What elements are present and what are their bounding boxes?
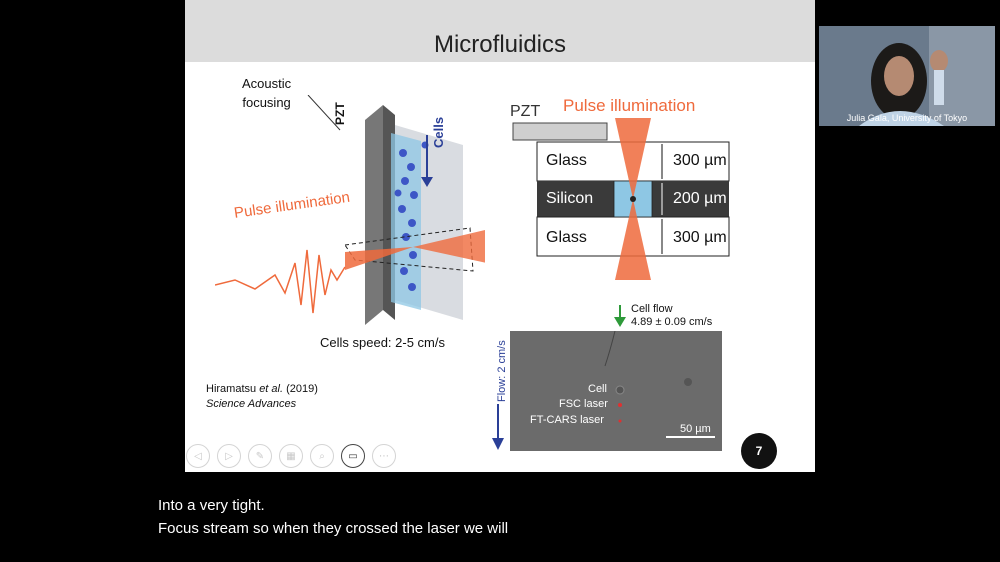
reference-authors: Hiramatsu [206, 383, 260, 395]
reference-year: (2019) [283, 383, 318, 395]
acoustic-focusing-diagram [215, 95, 485, 325]
cell-flow-label: Cell flow [631, 303, 673, 315]
chip-cross-section [512, 118, 730, 280]
speaker-name-label: Julia Gala, University of Tokyo [846, 113, 968, 123]
pen-icon[interactable]: ✎ [248, 444, 272, 468]
micrograph-image: Cell FSC laser FT-CARS laser 50 µm [510, 331, 722, 451]
previous-icon[interactable]: ◁ [186, 444, 210, 468]
presentation-slide: Microfluidics Acoustic focusing PZT Cell… [185, 0, 815, 472]
more-icon[interactable]: ⋯ [372, 444, 396, 468]
glass-layer-bottom: Glass [546, 229, 587, 246]
glass-thickness-bottom: 300 µm [673, 229, 727, 246]
slide-title-bar: Microfluidics [185, 0, 815, 62]
slide-title: Microfluidics [433, 31, 567, 58]
silicon-layer: Silicon [546, 190, 594, 207]
subtitles-icon[interactable]: ▭ [341, 444, 365, 468]
silicon-thickness: 200 µm [673, 190, 727, 207]
reference-citation: Hiramatsu et al. (2019) [206, 383, 318, 395]
cells-speed-label: Cells speed: 2-5 cm/s [320, 335, 445, 350]
glass-thickness-top: 300 µm [673, 152, 727, 169]
cell-flow-arrow [614, 305, 626, 327]
pulse-illumination-label-right: Pulse illumination [563, 96, 696, 115]
reference-etal: et al. [259, 383, 284, 395]
next-icon[interactable]: ▷ [217, 444, 241, 468]
live-captions: Into a very tight. Focus stream so when … [158, 494, 858, 540]
ftcars-laser-label: FT-CARS laser [530, 414, 604, 426]
cell-flow-value: 4.89 ± 0.09 cm/s [631, 316, 713, 328]
slides-icon[interactable]: ▦ [279, 444, 303, 468]
flow-direction-arrow [492, 404, 504, 450]
cell-marker-label: Cell [588, 383, 607, 395]
acoustic-focusing-label: Acoustic focusing [242, 76, 292, 110]
slideshow-toolbar: ◁ ▷ ✎ ▦ ⌕ ▭ ⋯ [186, 444, 396, 470]
micrograph-features [604, 331, 715, 438]
cells-direction-arrow [421, 135, 433, 187]
pzt-label-right: PZT [510, 103, 541, 120]
slide-page-number: 7 [741, 433, 777, 469]
reference-journal: Science Advances [206, 398, 297, 410]
pzt-label-left: PZT [333, 102, 347, 125]
caption-line-2: Focus stream so when they crossed the la… [158, 520, 509, 537]
flow-speed-label: Flow: 2 cm/s [496, 340, 508, 402]
fsc-laser-label: FSC laser [559, 398, 608, 410]
speaker-video-tile[interactable]: Julia Gala, University of Tokyo [819, 26, 995, 126]
cells-label: Cells [431, 116, 446, 148]
speaker-avatar [819, 26, 995, 126]
scale-bar-label: 50 µm [680, 423, 711, 435]
glass-layer-top: Glass [546, 152, 587, 169]
caption-line-1: Into a very tight. [158, 497, 265, 514]
zoom-icon[interactable]: ⌕ [310, 444, 334, 468]
